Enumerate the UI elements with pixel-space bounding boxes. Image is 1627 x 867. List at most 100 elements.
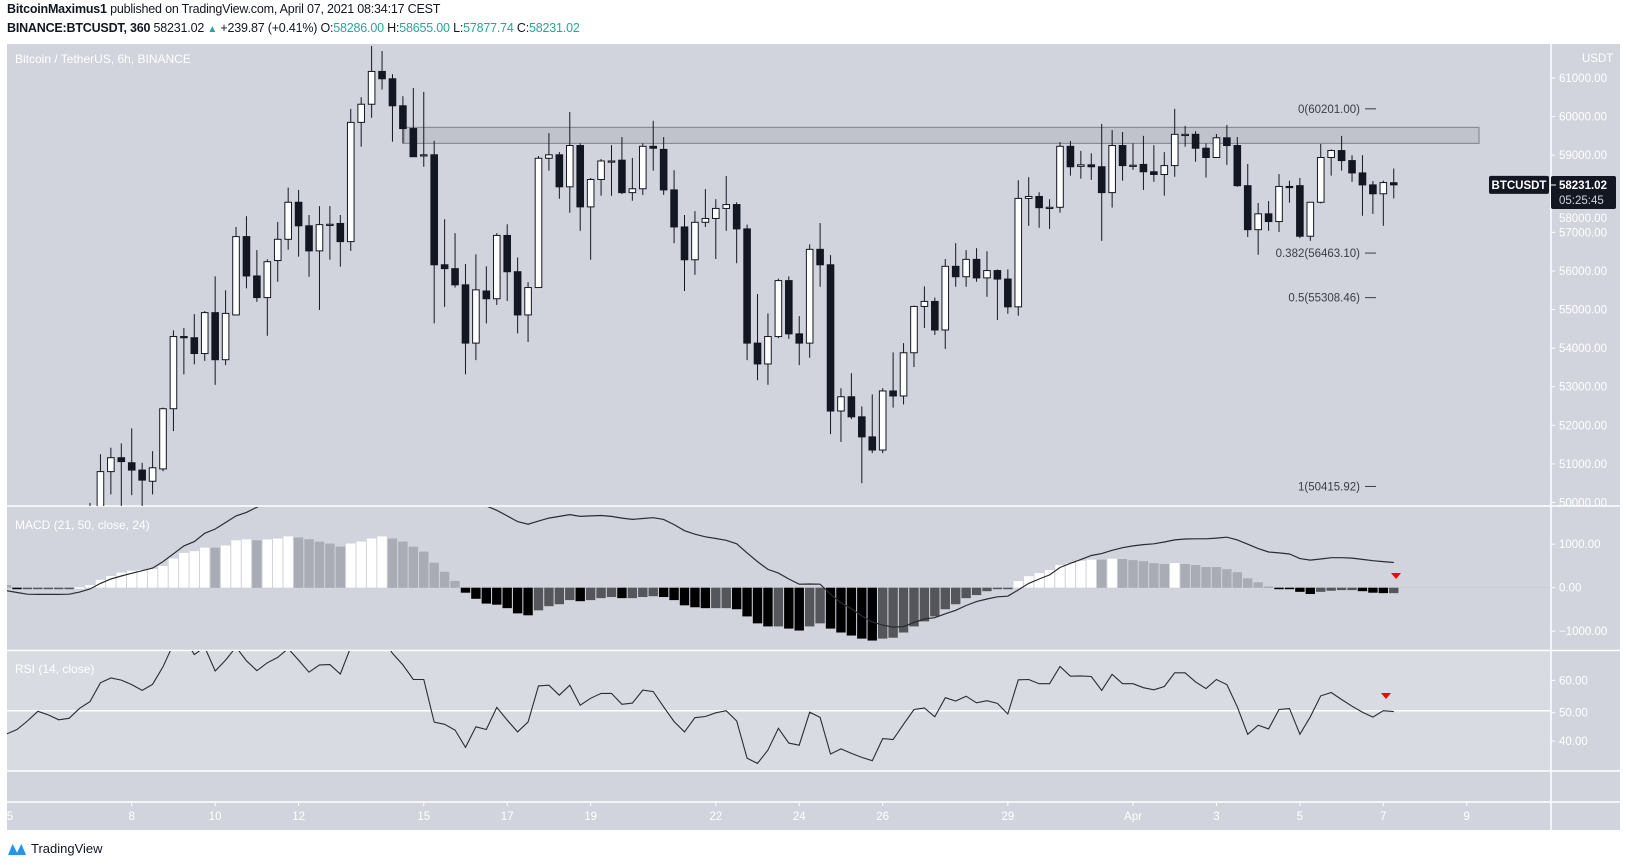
price-axis[interactable]: 61000.00 60000.00 59000.00 58000.00 57000.00… bbox=[1551, 73, 1607, 509]
candle bbox=[837, 388, 845, 442]
macd-histogram-bar bbox=[54, 587, 64, 590]
fib-level-label: 0(60201.00) bbox=[1298, 104, 1360, 116]
candle bbox=[409, 88, 418, 158]
rsi-pane[interactable] bbox=[7, 626, 1551, 765]
macd-histogram-bar bbox=[1055, 565, 1065, 588]
candle-body-down bbox=[732, 204, 741, 230]
macd-bearish-triangle-icon bbox=[1391, 573, 1401, 579]
candle bbox=[899, 343, 908, 405]
candle-body-down bbox=[1264, 213, 1273, 223]
candle bbox=[513, 257, 522, 334]
candle-body-down bbox=[576, 145, 585, 208]
low-value: 57877.74 bbox=[463, 21, 514, 35]
candle-body-down bbox=[1296, 185, 1304, 237]
macd-histogram-bar bbox=[930, 587, 940, 617]
macd-histogram-bar bbox=[638, 587, 648, 598]
macd-histogram-bar bbox=[575, 587, 585, 602]
macd-histogram-bar bbox=[565, 587, 575, 601]
candle-body-down bbox=[388, 78, 397, 107]
fib-retracement[interactable]: 0(60201.00) 0.382(56463.10) 0.5(55308.46) 1… bbox=[1276, 104, 1376, 494]
candle bbox=[315, 206, 324, 310]
candle-body-up bbox=[107, 457, 115, 473]
macd-histogram-bar bbox=[1253, 582, 1263, 588]
macd-histogram-bar bbox=[1170, 563, 1180, 588]
candle-body-up bbox=[148, 467, 157, 482]
symbol-name: BINANCE:BTCUSDT, 360 bbox=[7, 21, 151, 35]
candle bbox=[294, 189, 303, 257]
price-tick-label: 56000.00 bbox=[1559, 266, 1607, 278]
rsi-axis[interactable]: 60.00 50.00 40.00 bbox=[1551, 675, 1588, 748]
macd-histogram-bar bbox=[408, 546, 419, 588]
candle-body-down bbox=[618, 159, 626, 194]
candle-body-down bbox=[993, 270, 1002, 280]
candle bbox=[1014, 180, 1023, 316]
candle-body-down bbox=[1202, 147, 1210, 158]
macd-histogram-bar bbox=[596, 587, 606, 599]
candle-body-down bbox=[127, 462, 136, 471]
candle-body-down bbox=[1066, 145, 1075, 168]
candle-body-down bbox=[242, 236, 251, 277]
candle-body-down bbox=[430, 154, 438, 266]
macd-histogram-bar bbox=[585, 587, 596, 601]
tradingview-brand: TradingView bbox=[31, 840, 103, 856]
time-tick-label: 5 bbox=[7, 811, 13, 823]
macd-histogram-bar bbox=[439, 571, 450, 588]
candle bbox=[732, 202, 741, 264]
macd-histogram-bar bbox=[366, 538, 377, 588]
candle bbox=[712, 199, 720, 259]
candle-body-down bbox=[1348, 160, 1356, 174]
candle-body-up bbox=[1212, 137, 1221, 158]
candle-body-down bbox=[555, 154, 564, 188]
symbol-info: BINANCE:BTCUSDT, 360 58231.02 ▲ +239.87 … bbox=[7, 21, 580, 35]
candle bbox=[1243, 164, 1252, 237]
fib-level-label: 0.5(55308.46) bbox=[1288, 293, 1360, 305]
candle bbox=[388, 74, 397, 142]
rsi-tick-label: 50.00 bbox=[1559, 708, 1588, 720]
macd-histogram-bar bbox=[1044, 570, 1055, 588]
macd-histogram-bar bbox=[481, 587, 492, 604]
candle-body-down bbox=[294, 201, 303, 227]
candle-body-up bbox=[1170, 133, 1179, 167]
macd-histogram-bar bbox=[763, 587, 773, 627]
candle bbox=[419, 91, 428, 167]
candle bbox=[659, 137, 668, 195]
macd-histogram-bar bbox=[773, 587, 784, 627]
macd-histogram-bar bbox=[836, 587, 846, 633]
time-tick-label: 29 bbox=[1001, 811, 1014, 823]
time-axis[interactable]: 5 8 10 12 15 17 19 22 24 26 29 Apr 3 5 7 9 bbox=[6, 802, 1470, 823]
time-tick-label: 8 bbox=[129, 811, 135, 823]
author-name[interactable]: BitcoinMaximus1 bbox=[7, 2, 107, 16]
resistance-zone[interactable] bbox=[403, 126, 1480, 145]
candle bbox=[305, 214, 313, 277]
macd-histogram-bar bbox=[12, 587, 22, 590]
up-triangle-icon: ▲ bbox=[207, 24, 218, 35]
macd-axis[interactable]: 1000.00 0.00 −1000.00 bbox=[1551, 539, 1607, 638]
candle bbox=[461, 264, 470, 375]
candle-body-down bbox=[138, 469, 146, 481]
candle-body-up bbox=[691, 221, 699, 261]
candle bbox=[138, 462, 146, 506]
macd-histogram-bar bbox=[1389, 587, 1399, 594]
macd-histogram-bar bbox=[867, 587, 877, 641]
candle-body-up bbox=[597, 160, 605, 180]
price-pane[interactable] bbox=[87, 45, 1480, 541]
macd-histogram-bar bbox=[909, 587, 919, 627]
candle-body-down bbox=[1118, 145, 1127, 167]
candle bbox=[1348, 155, 1356, 182]
close-label: C: bbox=[516, 21, 530, 35]
macd-pane[interactable] bbox=[2, 488, 1551, 641]
tradingview-logo[interactable]: TradingView bbox=[7, 840, 103, 856]
candle bbox=[1327, 149, 1335, 176]
candle bbox=[242, 216, 251, 289]
macd-histogram-bar bbox=[512, 587, 523, 614]
candle-body-up bbox=[96, 471, 105, 506]
macd-histogram-bar bbox=[492, 587, 502, 605]
candle-body-down bbox=[1358, 172, 1367, 186]
candle bbox=[743, 224, 751, 361]
candle bbox=[910, 305, 918, 368]
candle-body-up bbox=[722, 204, 731, 209]
macd-histogram-bar bbox=[419, 551, 429, 588]
macd-histogram-bar bbox=[992, 587, 1003, 590]
candle bbox=[1066, 140, 1075, 176]
